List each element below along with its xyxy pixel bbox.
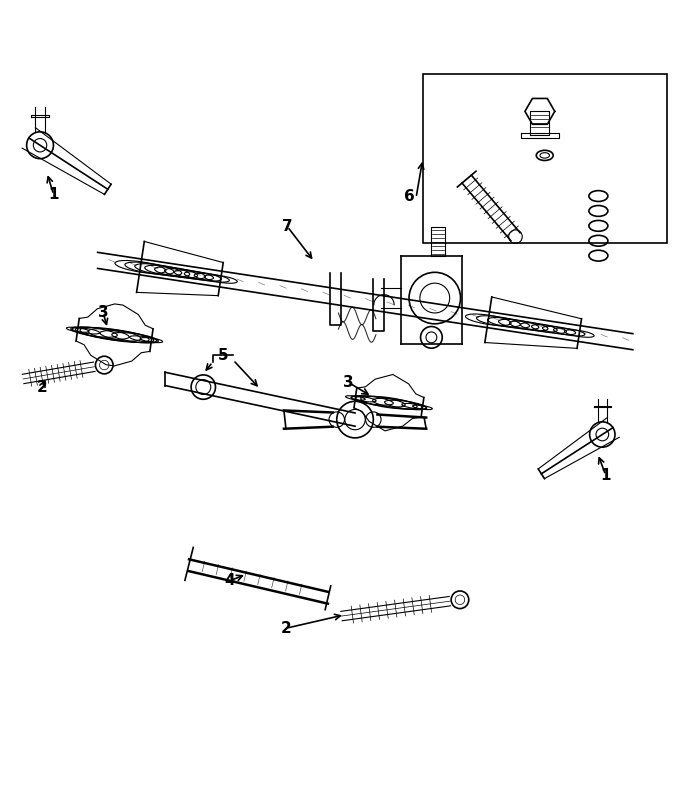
Text: 5: 5	[218, 348, 228, 363]
Text: 2: 2	[37, 380, 47, 395]
Text: 4: 4	[225, 573, 235, 588]
Text: 3: 3	[98, 305, 109, 320]
Text: 6: 6	[404, 188, 415, 203]
Text: 3: 3	[343, 375, 354, 390]
Bar	[423, 74, 667, 243]
Text: 1: 1	[48, 187, 59, 203]
Text: 1: 1	[600, 468, 611, 483]
Text: 2: 2	[281, 621, 292, 636]
Text: 7: 7	[282, 219, 292, 234]
